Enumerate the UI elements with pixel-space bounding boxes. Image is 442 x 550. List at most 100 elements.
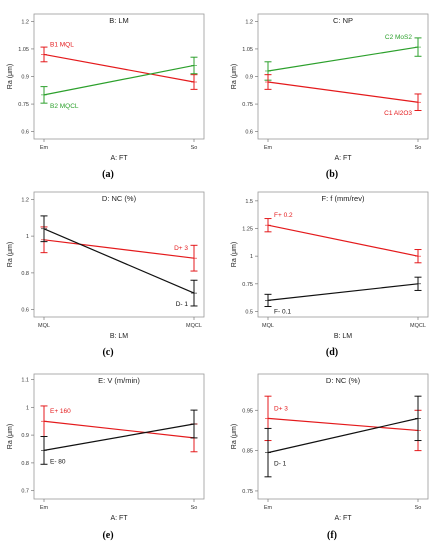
x-axis-label: B: LM	[110, 333, 128, 340]
y-tick-label: 1.5	[245, 199, 253, 205]
y-tick-label: 0.6	[21, 308, 29, 314]
series-line	[43, 64, 195, 96]
subfigure-label: (e)	[102, 530, 114, 541]
chart-panel-6: D: NC (%) 0.75 0.85 0.95 Ra (μm) Em So A: FT D+ …	[231, 373, 429, 522]
y-tick-label: 0.6	[245, 130, 253, 136]
y-tick-label: 0.75	[18, 102, 29, 108]
series-line	[43, 423, 195, 451]
chart-title: D: NC (%)	[102, 194, 137, 203]
y-tick-label: 1.2	[21, 19, 29, 25]
series-label: B2 MQCL	[50, 103, 79, 110]
chart-panel-3: D: NC (%) 0.6 0.8 1 1.2 Ra (μm) MQL MQCL B: LM D+…	[7, 191, 205, 340]
x-tick-label: So	[191, 505, 198, 511]
series-line	[267, 417, 419, 454]
y-tick-label: 1.25	[242, 227, 253, 233]
chart-title: F: f (mm/rev)	[322, 194, 365, 203]
x-tick-label: So	[191, 145, 198, 151]
y-tick-label: 0.75	[242, 282, 253, 288]
x-tick-label: MQL	[262, 323, 274, 329]
x-axis-label: A: FT	[334, 155, 352, 162]
series-label: F+ 0.2	[274, 212, 293, 219]
y-tick-label: 0.5	[245, 309, 253, 315]
x-tick-label: MQL	[38, 323, 50, 329]
y-tick-label: 1.2	[245, 19, 253, 25]
x-axis-label: A: FT	[110, 155, 128, 162]
y-tick-label: 0.95	[242, 408, 253, 414]
x-axis-label: A: FT	[110, 515, 128, 522]
x-tick-label: Em	[264, 145, 273, 151]
series-line	[43, 228, 195, 294]
series-line	[267, 417, 419, 432]
series-label: D- 1	[176, 301, 189, 308]
chart-title: B: LM	[109, 16, 129, 25]
subfigure-label: (f)	[327, 530, 337, 541]
y-tick-label: 0.8	[21, 461, 29, 467]
plot-frame	[33, 373, 205, 500]
series-label: E+ 160	[50, 408, 71, 415]
y-axis-label: Ra (μm)	[7, 242, 14, 267]
y-axis-label: Ra (μm)	[231, 424, 238, 449]
chart-title: D: NC (%)	[326, 376, 361, 385]
subfigure-label: (d)	[325, 347, 339, 358]
x-tick-label: MQCL	[410, 323, 426, 329]
y-tick-label: 0.9	[245, 75, 253, 81]
series-line	[267, 46, 419, 72]
series-line	[43, 239, 195, 259]
series-label: D+ 3	[274, 405, 288, 412]
series-label: F- 0.1	[274, 308, 291, 315]
y-tick-label: 1.2	[21, 197, 29, 203]
x-axis-label: B: LM	[334, 333, 352, 340]
y-tick-label: 1.05	[242, 47, 253, 53]
y-tick-label: 0.75	[242, 102, 253, 108]
y-tick-label: 1.05	[18, 47, 29, 53]
x-tick-label: Em	[40, 505, 49, 511]
series-label: C2 MoS2	[385, 34, 412, 41]
plot-frame	[33, 191, 205, 318]
chart-panel-4: F: f (mm/rev) 0.5 0.75 1 1.25 1.5 Ra (μm) MQL MQ…	[231, 191, 429, 340]
series-label: C1 Al2O3	[384, 110, 412, 117]
x-tick-label: MQCL	[186, 323, 202, 329]
x-tick-label: So	[415, 145, 422, 151]
x-tick-label: Em	[264, 505, 273, 511]
y-axis-label: Ra (μm)	[231, 242, 238, 267]
y-tick-label: 1	[26, 405, 29, 411]
series-label: B1 MQL	[50, 41, 74, 48]
y-tick-label: 0.6	[21, 130, 29, 136]
series-line	[267, 224, 419, 257]
series-label: E- 80	[50, 458, 66, 465]
y-tick-label: 1	[250, 254, 253, 260]
x-axis-label: A: FT	[334, 515, 352, 522]
x-tick-label: Em	[40, 145, 49, 151]
chart-panel-5: E: V (m/min) 0.7 0.8 0.9 1 1.1 Ra (μm) Em So A: F…	[7, 373, 205, 522]
y-tick-label: 1	[26, 234, 29, 240]
series-line	[267, 81, 419, 103]
y-tick-label: 0.8	[21, 271, 29, 277]
chart-panel-1: B: LM 0.6 0.75 0.9 1.05 1.2 Ra (μm) Em So A: FT B1…	[7, 13, 205, 162]
x-tick-label: So	[415, 505, 422, 511]
y-axis-label: Ra (μm)	[231, 64, 238, 89]
series-line	[43, 53, 195, 83]
series-line	[267, 283, 419, 302]
plot-frame	[257, 373, 429, 500]
chart-title: C: NP	[333, 16, 353, 25]
y-tick-label: 0.75	[242, 489, 253, 495]
series-label: D+ 3	[174, 245, 188, 252]
y-axis-label: Ra (μm)	[7, 424, 14, 449]
y-tick-label: 1.1	[21, 378, 29, 384]
series-line	[43, 420, 195, 439]
subfigure-label: (c)	[102, 347, 114, 358]
plot-frame	[257, 191, 429, 318]
chart-panel-2: C: NP 0.6 0.75 0.9 1.05 1.2 Ra (μm) Em So A: FT C2…	[231, 13, 429, 162]
subfigure-label: (a)	[102, 169, 114, 180]
y-axis-label: Ra (μm)	[7, 64, 14, 89]
y-tick-label: 0.7	[21, 489, 29, 495]
plot-frame	[257, 13, 429, 140]
subfigure-label: (b)	[325, 169, 339, 180]
chart-title: E: V (m/min)	[98, 376, 140, 385]
y-tick-label: 0.9	[21, 75, 29, 81]
series-label: D- 1	[274, 461, 287, 468]
y-tick-label: 0.85	[242, 449, 253, 455]
plot-frame	[33, 13, 205, 140]
y-tick-label: 0.9	[21, 433, 29, 439]
